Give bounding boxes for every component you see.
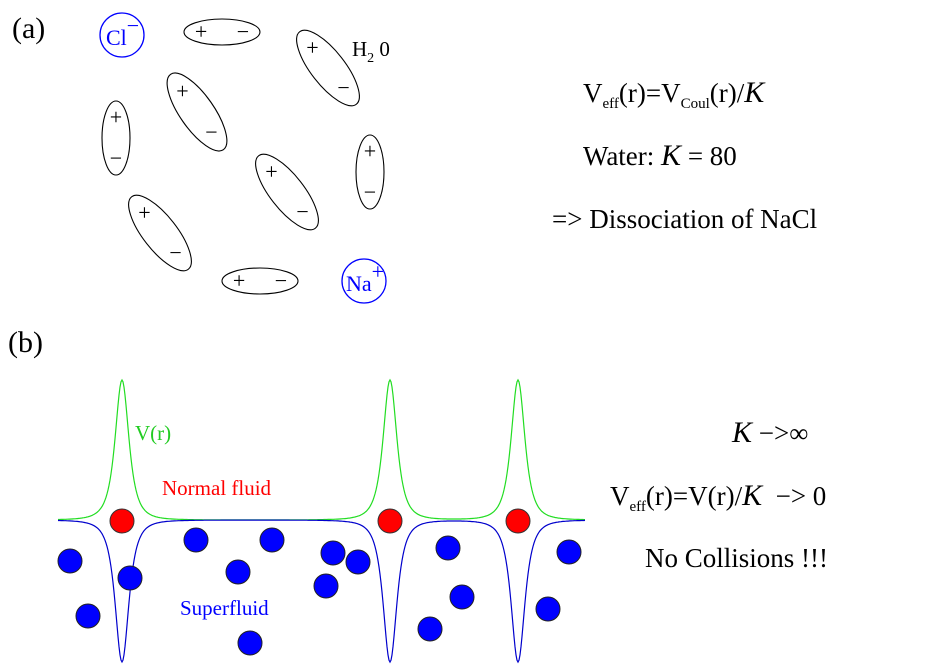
eq-sub: Coul [681, 96, 710, 112]
equation: K −>∞ [731, 416, 808, 449]
eq-text: V [583, 78, 603, 108]
dipole-sign: + [265, 159, 277, 184]
dipole-sign: − [110, 145, 122, 170]
potential-label: V(r) [135, 421, 171, 445]
na-symbol: Na [346, 271, 372, 296]
cl-symbol: Cl [106, 25, 127, 50]
superfluid-particle [117, 565, 143, 591]
super-label: Superfluid [180, 596, 269, 620]
dipole-sign: + [364, 139, 376, 164]
dipole-outline [355, 134, 385, 210]
dipole: +− [101, 100, 131, 176]
eq-k: K [660, 139, 683, 172]
dipole-sign: − [337, 75, 349, 100]
dipole-sign: + [306, 35, 318, 60]
dipole-outline [221, 267, 299, 295]
dipole: +− [183, 18, 261, 46]
dipole-sign: + [138, 200, 150, 225]
panel-b-label: (b) [8, 326, 43, 359]
superfluid-particle [320, 540, 346, 566]
normal-particle [377, 508, 403, 534]
eq-k: K [731, 416, 754, 449]
eq-text: (r)=V [619, 78, 681, 108]
eq-text: = 80 [681, 141, 737, 171]
normal-particle [505, 508, 531, 534]
superfluid-particle [225, 559, 251, 585]
superfluid-particle [57, 548, 83, 574]
dipole: +− [166, 72, 228, 152]
dipole: +− [296, 29, 360, 107]
superfluid-particle [435, 535, 461, 561]
eq-text: −> 0 [762, 481, 826, 511]
water-label: H2 0 [352, 37, 390, 66]
dipole-sign: − [296, 199, 308, 224]
dipole-sign: − [169, 240, 181, 265]
dipoles: + −+−+−+− +−+−+−+ − [101, 18, 385, 295]
equation: Veff(r)=V(r)/K −> 0 [610, 479, 826, 515]
eq-text: (r)/ [710, 78, 745, 108]
cl-ion [99, 12, 145, 58]
na-charge: + [372, 259, 384, 284]
superfluid-particle [313, 573, 339, 599]
equation: Veff(r)=VCoul(r)/K [583, 76, 766, 112]
water-h: H [352, 37, 367, 61]
dipole-sign: − [205, 120, 217, 145]
superfluid-particle [556, 539, 582, 565]
water-sub: 2 [367, 51, 374, 66]
dipole-sign: − [275, 268, 287, 293]
eq-sub: eff [603, 96, 619, 112]
eq-text: V [610, 481, 630, 511]
dipole: +− [355, 134, 385, 210]
superfluid-particle [237, 630, 263, 656]
dipole-sign: + [195, 19, 207, 44]
cl-ion-label: Cl− [106, 13, 139, 50]
dipole-sign: − [364, 179, 376, 204]
dipole-sign: + [233, 268, 245, 293]
na-ion [341, 258, 387, 304]
dipole-sign: − [237, 19, 249, 44]
panel-a-label: (a) [12, 12, 45, 45]
superfluid-particle [259, 527, 285, 553]
eq-sub: eff [630, 499, 646, 515]
cl-charge: − [127, 13, 139, 38]
particles [57, 508, 582, 656]
dipole: +− [221, 267, 299, 295]
dipole: +− [128, 194, 192, 272]
superfluid-particle [75, 603, 101, 629]
eq-k: K [743, 76, 766, 109]
superfluid-particle [345, 549, 371, 575]
eq-text: −>∞ [752, 418, 808, 448]
superfluid-particle [417, 616, 443, 642]
equation: => Dissociation of NaCl [552, 204, 817, 234]
dipole-outline [101, 100, 131, 176]
normal-particle [109, 508, 135, 534]
dipole: +− [255, 153, 319, 231]
superfluid-curve [58, 519, 586, 664]
equation: No Collisions !!! [645, 543, 828, 573]
water-tail: 0 [374, 37, 390, 61]
normal-label: Normal fluid [162, 476, 272, 500]
dipole-sign: + [176, 78, 188, 103]
superfluid-particle [183, 527, 209, 553]
eq-k: K [741, 479, 764, 512]
na-ion-label: Na+ [346, 259, 384, 296]
dipole-outline [255, 153, 319, 231]
dipole-outline [166, 72, 228, 152]
dipole-sign: + [110, 105, 122, 130]
dipole-outline [128, 194, 192, 272]
eq-text: Water: [583, 141, 661, 171]
potential-curve [58, 378, 585, 521]
superfluid-particle [449, 584, 475, 610]
equation: Water: K = 80 [583, 139, 737, 172]
dipole-outline [183, 18, 261, 46]
superfluid-particle [535, 596, 561, 622]
eq-text: (r)=V(r)/ [646, 481, 743, 511]
dipole-outline [296, 29, 360, 107]
